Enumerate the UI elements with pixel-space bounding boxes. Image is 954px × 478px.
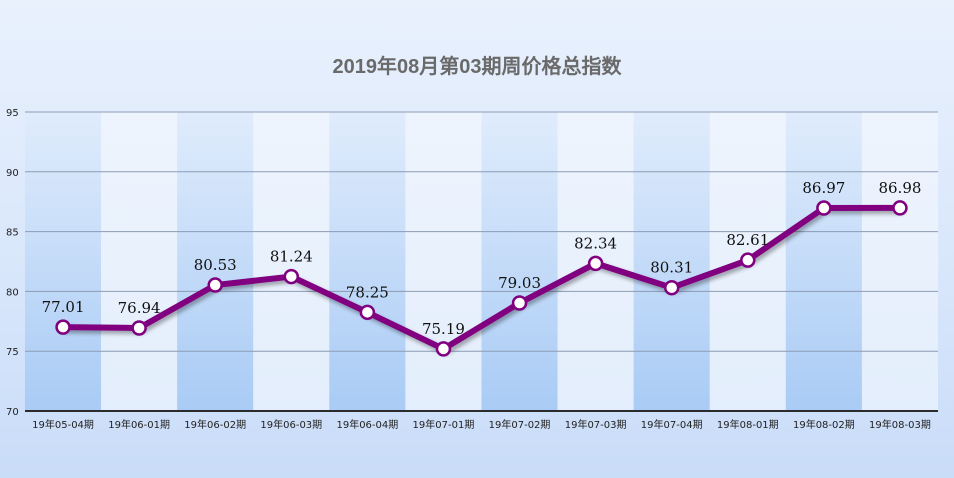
data-point <box>283 268 300 285</box>
x-tick-label: 19年07-01期 <box>413 418 475 431</box>
chart-title: 2019年08月第03期周价格总指数 <box>332 56 622 78</box>
data-point <box>359 304 376 321</box>
data-label: 75.19 <box>422 320 465 338</box>
data-label: 81.24 <box>270 248 313 266</box>
x-tick-label: 19年07-03期 <box>565 418 627 431</box>
data-point <box>55 319 71 335</box>
data-label: 86.98 <box>878 179 921 197</box>
data-point <box>740 252 756 268</box>
y-tick-label: 70 <box>6 407 19 418</box>
x-tick-label: 19年08-03期 <box>869 418 931 431</box>
data-label: 80.31 <box>650 259 693 277</box>
data-label: 82.61 <box>726 231 769 249</box>
data-point <box>816 200 832 216</box>
data-label: 82.34 <box>574 234 617 252</box>
x-tick-label: 19年06-01期 <box>108 418 170 431</box>
x-tick-label: 19年08-01期 <box>717 418 779 431</box>
data-point <box>663 279 680 296</box>
data-label: 77.01 <box>42 298 85 316</box>
y-tick-label: 95 <box>6 108 19 119</box>
data-point <box>207 277 223 293</box>
data-label: 78.25 <box>346 283 389 301</box>
category-band <box>177 112 254 411</box>
category-band <box>405 112 482 411</box>
y-tick-label: 90 <box>6 168 19 179</box>
y-tick-label: 80 <box>6 287 19 298</box>
y-tick-label: 75 <box>6 347 19 358</box>
x-tick-label: 19年05-04期 <box>32 418 94 431</box>
x-tick-label: 19年07-02期 <box>489 418 551 431</box>
x-tick-label: 19年06-02期 <box>184 418 246 431</box>
data-label: 79.03 <box>498 274 541 292</box>
data-label: 86.97 <box>802 179 845 197</box>
data-label: 80.53 <box>194 256 237 274</box>
category-band <box>101 112 178 411</box>
data-point <box>511 295 528 311</box>
category-band <box>785 112 862 411</box>
data-label: 76.94 <box>118 299 161 317</box>
data-point <box>131 320 147 336</box>
data-point <box>435 341 452 357</box>
x-tick-label: 19年07-04期 <box>641 418 703 431</box>
category-band <box>25 112 102 411</box>
category-band <box>481 112 558 411</box>
x-tick-label: 19年06-04期 <box>336 418 398 431</box>
data-point <box>587 255 604 272</box>
category-band <box>861 112 938 411</box>
x-tick-label: 19年06-03期 <box>260 418 322 431</box>
x-tick-label: 19年08-02期 <box>793 418 855 431</box>
category-band <box>329 112 406 411</box>
category-band <box>253 112 330 411</box>
data-point <box>892 200 908 216</box>
series-line <box>60 204 903 352</box>
category-band <box>633 112 710 411</box>
y-tick-label: 85 <box>6 228 19 239</box>
